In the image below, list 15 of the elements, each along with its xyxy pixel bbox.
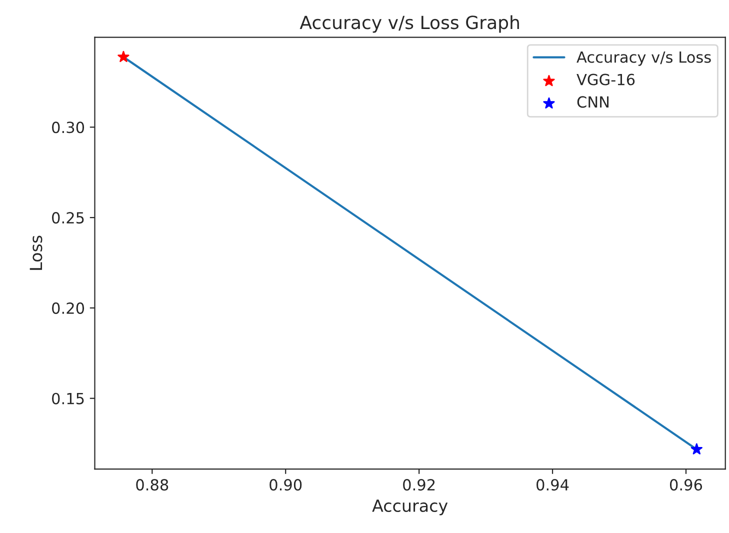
x-tick-label: 0.92 <box>403 479 435 491</box>
chart-title: Accuracy v/s Loss Graph <box>300 15 519 33</box>
y-tick-label: 0.15 <box>52 392 84 404</box>
x-tick-label: 0.88 <box>136 479 168 491</box>
y-axis-title: Loss <box>30 236 42 270</box>
x-tick-label: 0.90 <box>270 479 302 491</box>
x-tick-label: 0.94 <box>536 479 569 491</box>
legend-label: VGG-16 <box>576 74 635 86</box>
x-axis-title: Accuracy <box>372 500 448 516</box>
y-tick-label: 0.30 <box>52 122 84 134</box>
y-tick-label: 0.25 <box>52 212 84 224</box>
x-tick-label: 0.96 <box>670 479 702 491</box>
legend-label: Accuracy v/s Loss <box>576 52 711 66</box>
y-tick-label: 0.20 <box>52 302 84 314</box>
legend-label: CNN <box>577 96 609 108</box>
